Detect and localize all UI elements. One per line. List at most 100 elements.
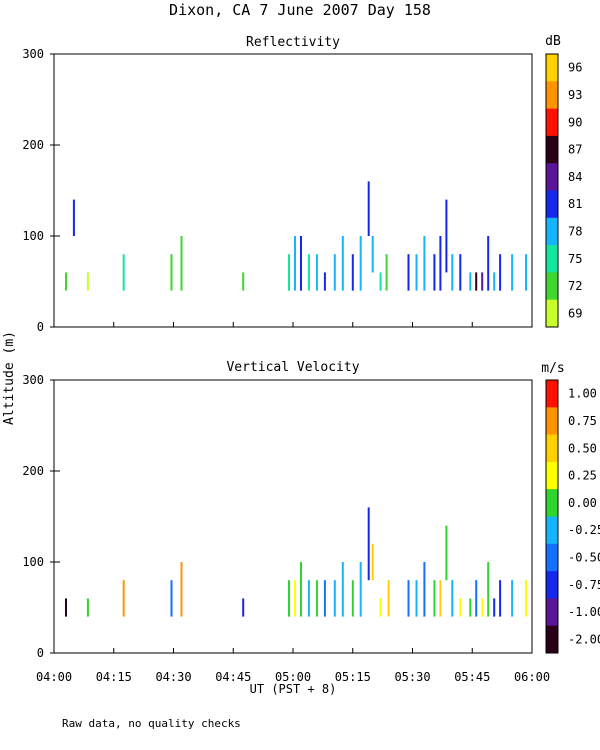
data-column-1-14 [351, 580, 354, 617]
colorbar-swatch [546, 489, 558, 517]
data-column-0-17 [367, 181, 370, 236]
data-column-1-34 [511, 580, 514, 617]
data-column-1-4 [180, 562, 183, 617]
y-tick-label: 300 [22, 373, 44, 387]
data-column-0-36 [525, 254, 527, 291]
velocity-plot-area: 300 200 100 0 04:00 04:15 04:30 04:45 05:00 05:15… [22, 373, 600, 684]
colorbar-tick-label: 93 [568, 88, 582, 102]
colorbar-swatch [546, 598, 558, 626]
y-tick-label: 300 [22, 47, 44, 61]
x-tick-label: 04:15 [96, 670, 132, 684]
data-column-1-25 [445, 525, 448, 581]
y-tick-label: 200 [22, 464, 44, 478]
y-tick-label: 0 [37, 646, 44, 660]
data-column-0-4 [170, 254, 173, 291]
data-column-1-7 [294, 580, 296, 617]
colorbar-tick-label: 75 [568, 252, 582, 266]
data-column-0-27 [451, 254, 454, 291]
data-column-1-27 [459, 598, 462, 617]
data-column-0-23 [423, 236, 426, 291]
colorbar-tick-label: 0.25 [568, 469, 597, 483]
data-column-1-26 [451, 580, 454, 617]
velocity-panel: Vertical Velocity m/s 300 200 100 0 04:00 04:… [22, 360, 600, 684]
data-column-0-33 [493, 272, 496, 291]
colorbar-tick-label: -0.50 [568, 551, 600, 565]
data-column-0-24 [433, 254, 436, 291]
data-column-1-5 [242, 598, 245, 617]
x-tick-label: 06:00 [514, 670, 550, 684]
data-column-0-8 [294, 236, 296, 291]
data-column-0-31 [481, 272, 484, 291]
data-column-1-11 [323, 580, 326, 617]
x-axis-label: UT (PST + 8) [250, 682, 337, 696]
data-column-1-21 [415, 580, 418, 617]
colorbar-swatch [546, 407, 558, 435]
colorbar-swatch [546, 217, 558, 246]
x-tick-label: 04:45 [215, 670, 251, 684]
colorbar-swatch [546, 54, 558, 82]
data-column-1-23 [433, 580, 436, 617]
data-column-0-1 [72, 199, 75, 236]
data-column-0-6 [242, 272, 245, 291]
data-column-1-29 [475, 580, 478, 617]
data-column-0-5 [180, 236, 183, 291]
data-column-1-22 [423, 562, 426, 617]
data-column-1-2 [122, 580, 125, 617]
data-column-0-28 [459, 254, 462, 291]
colorbar-tick-label: -0.75 [568, 578, 600, 592]
velocity-title: Vertical Velocity [226, 360, 359, 375]
x-tick-label: 05:30 [394, 670, 430, 684]
y-tick-label: 200 [22, 138, 44, 152]
data-column-1-12 [333, 580, 336, 617]
data-column-1-3 [170, 580, 173, 617]
y-tick-label: 100 [22, 555, 44, 569]
colorbar-swatch [546, 108, 558, 137]
data-column-1-31 [487, 562, 490, 617]
data-column-0-16 [359, 236, 362, 291]
data-column-0-7 [288, 254, 290, 291]
y-tick-label: 0 [37, 320, 44, 334]
colorbar-tick-label: 1.00 [568, 387, 597, 401]
data-column-0-0 [65, 272, 67, 291]
data-column-1-33 [499, 580, 502, 617]
colorbar-tick-label: 0.50 [568, 441, 597, 455]
colorbar-tick-label: 90 [568, 115, 582, 129]
data-column-0-15 [351, 254, 354, 291]
reflectivity-colorbar-unit: dB [545, 34, 561, 49]
data-column-0-3 [122, 254, 125, 291]
colorbar-swatch [546, 299, 558, 328]
colorbar-swatch [546, 135, 558, 164]
data-column-0-2 [86, 272, 89, 291]
data-column-0-11 [315, 254, 318, 291]
data-column-1-16 [367, 507, 370, 581]
colorbar-swatch [546, 245, 558, 273]
data-column-1-6 [288, 580, 290, 617]
data-column-0-35 [511, 254, 514, 291]
colorbar-tick-label: -0.25 [568, 523, 600, 537]
data-column-1-9 [307, 580, 310, 617]
colorbar-tick-label: -1.00 [568, 605, 600, 619]
data-column-0-9 [300, 236, 302, 291]
data-column-1-32 [493, 598, 496, 617]
data-column-0-13 [333, 254, 336, 291]
x-tick-label: 04:00 [36, 670, 72, 684]
data-column-1-15 [359, 562, 362, 617]
colorbar-tick-label: 0.75 [568, 414, 597, 428]
data-column-1-35 [525, 580, 527, 617]
colorbar-frame [545, 379, 559, 654]
x-tick-label: 05:15 [335, 670, 371, 684]
data-column-0-32 [487, 236, 490, 291]
y-axis-label: Altitude (m) [2, 331, 17, 425]
colorbar-swatch [546, 625, 558, 654]
colorbar-tick-label: 81 [568, 197, 582, 211]
colorbar-tick-label: 78 [568, 225, 582, 239]
data-column-1-1 [86, 598, 89, 617]
data-column-0-30 [475, 272, 478, 291]
reflectivity-title: Reflectivity [246, 35, 340, 50]
data-column-0-20 [385, 254, 388, 291]
data-column-1-0 [65, 598, 67, 617]
data-column-0-18 [371, 236, 374, 273]
colorbar-swatch [546, 543, 558, 572]
data-column-1-10 [315, 580, 318, 617]
